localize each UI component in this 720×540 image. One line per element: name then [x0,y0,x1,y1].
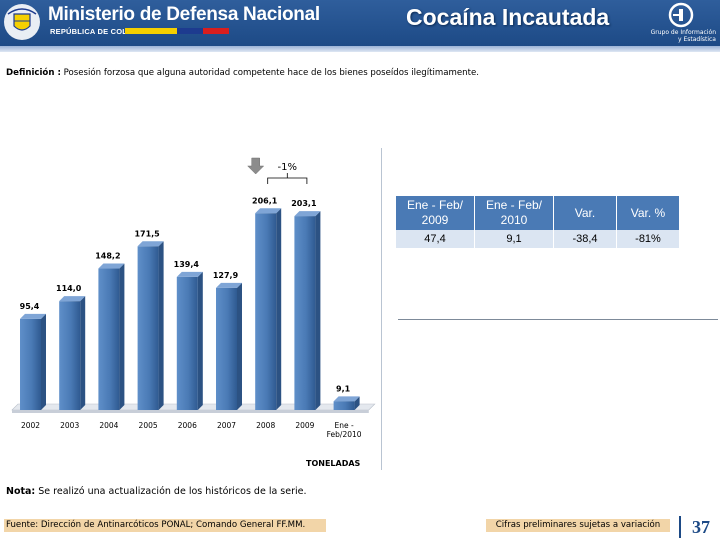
horizontal-divider [398,319,718,320]
bar-ene-feb-2010 [333,396,360,410]
value-label-0: 95,4 [20,302,40,311]
seized-cocaine-chart: 95,4 114,0 148,2 171,5 139,4 127,9 206,1 203,1 9… [11,157,376,439]
bar-2003 [59,296,86,410]
bar-2002 [20,313,46,410]
tick-label-ene: Ene - [334,421,353,430]
summary-header-2010: Ene - Feb/ 2010 [474,196,554,230]
vertical-divider [381,148,382,470]
group-line-2: y Estadística [677,36,716,43]
value-label-8: 9,1 [336,384,351,393]
group-line-1: Grupo de Información [650,29,716,36]
summary-value-2009: 47,4 [396,230,475,248]
tick-label-2006: 2006 [178,421,197,430]
decrease-arrow-icon [247,157,265,175]
value-label-4: 139,4 [174,260,200,269]
summary-header-row: Ene - Feb/ 2009 Ene - Feb/ 2010 Var. Var… [396,196,679,230]
page-number: 37 [679,516,720,538]
summary-value-var-pct: -81% [616,230,679,248]
definition-label: Definición : [6,68,61,78]
flag-stripe [125,28,229,34]
definition-text: Posesión forzosa que alguna autoridad co… [63,68,479,78]
bar-2004 [98,263,125,410]
tick-label-2007: 2007 [217,421,236,430]
ministry-name: Ministerio de Defensa Nacional [48,4,320,25]
summary-header-var: Var. [553,196,617,230]
bar-2006 [176,271,203,410]
preliminary-footer: Cifras preliminares sujetas a variación [486,519,670,532]
note-text: Se realizó una actualización de los hist… [38,486,307,497]
republic-label: REPÚBLICA DE COLOMBIA [50,27,154,36]
coat-of-arms-icon [4,4,40,40]
group-label: Grupo de Información y Estadística [636,29,716,43]
summary-value-row: 47,4 9,1 -38,4 -81% [396,230,679,248]
bar-2008 [255,208,282,410]
source-footer: Fuente: Dirección de Antinarcóticos PONA… [4,519,326,532]
value-label-6: 206,1 [252,196,278,205]
tick-label-2004: 2004 [99,421,118,430]
note: Nota: Se realizó una actualización de lo… [6,486,307,497]
summary-header-var-pct: Var. % [616,196,679,230]
tick-label-2005: 2005 [139,421,158,430]
definition: Definición : Posesión forzosa que alguna… [6,68,479,78]
summary-header-2009: Ene - Feb/ 2009 [396,196,475,230]
chart-bars [20,208,360,410]
tick-label-2003: 2003 [60,421,79,430]
summary-value-2010: 9,1 [474,230,554,248]
chart-value-labels: 95,4 114,0 148,2 171,5 139,4 127,9 206,1 203,1 9… [20,196,351,393]
bar-2009 [294,211,321,410]
tick-label-2008: 2008 [256,421,275,430]
bar-2005 [137,241,164,410]
note-label: Nota: [6,486,36,497]
value-label-1: 114,0 [56,284,82,293]
header-bar: Ministerio de Defensa Nacional REPÚBLICA… [0,0,720,46]
value-label-2: 148,2 [95,252,120,261]
chart-floor-edge [12,410,369,413]
chart-unit-label: TONELADAS [306,459,361,468]
tick-label-2009: 2009 [295,421,314,430]
summary-table: Ene - Feb/ 2009 Ene - Feb/ 2010 Var. Var… [396,196,679,248]
bar-2007 [216,282,242,410]
tick-label-2002: 2002 [21,421,40,430]
chart-tick-labels: 2002 2003 2004 2005 2006 2007 2008 2009 Ene -Feb… [21,421,362,439]
variation-bracket [267,177,308,184]
gie-logo-icon [668,2,694,28]
tick-label-feb-2010: Feb/2010 [327,430,362,439]
summary-value-var: -38,4 [553,230,617,248]
value-label-5: 127,9 [213,271,239,280]
value-label-3: 171,5 [134,229,160,238]
variation-label: -1% [278,162,297,173]
variation-annotation: -1% [247,157,308,184]
header-underline [0,46,720,52]
page-title: Cocaína Incautada [406,4,610,30]
value-label-7: 203,1 [291,199,317,208]
